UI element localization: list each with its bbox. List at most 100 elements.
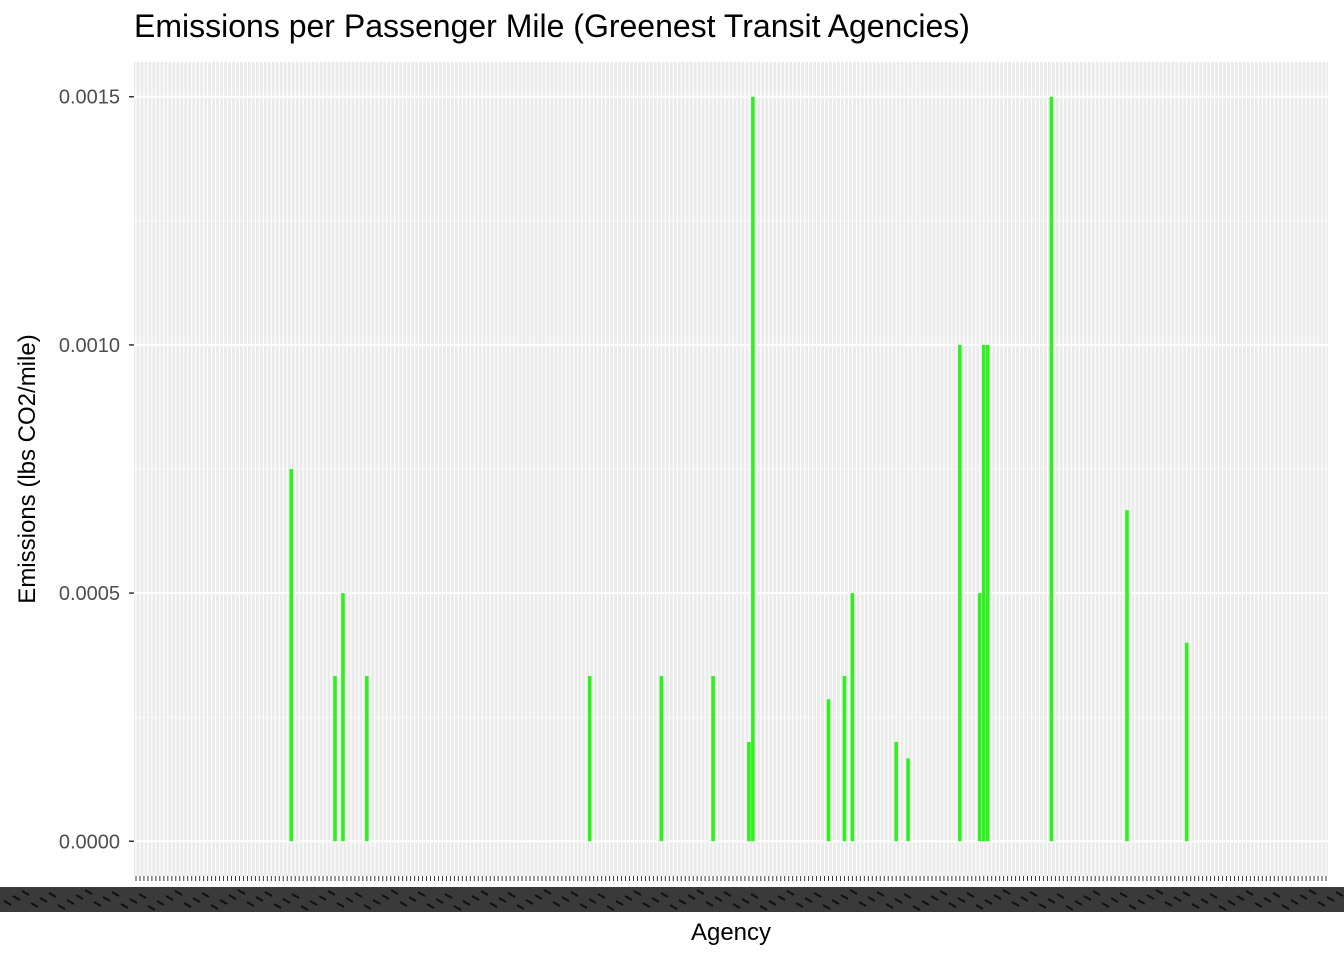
x-tick-label-stroke [804, 897, 813, 903]
x-tick-label-stroke [372, 899, 381, 905]
x-tick-label-stroke [975, 904, 984, 910]
x-tick-label-stroke [1191, 903, 1200, 909]
x-tick-label-stroke [813, 892, 822, 898]
x-tick-label-stroke [1164, 901, 1173, 907]
x-tick-label-stroke [534, 894, 543, 900]
x-tick-label-stroke [867, 896, 876, 902]
x-tick-label-stroke [93, 901, 102, 907]
x-tick-label-stroke [570, 891, 579, 897]
minor-gridlines [134, 220, 1328, 718]
x-tick-label-stroke [1254, 902, 1263, 908]
x-tick-label-stroke [228, 894, 237, 900]
x-tick-label-stroke [84, 889, 93, 895]
x-tick-label-stroke [1011, 901, 1020, 907]
x-tick-label-stroke [156, 900, 165, 906]
y-axis-title: Emissions (lbs CO2/mile) [14, 334, 41, 603]
x-tick-label-stroke [174, 890, 183, 896]
x-tick-label-stroke [390, 889, 399, 895]
x-tick-label-stroke [318, 895, 327, 901]
x-tick-label-stroke [57, 904, 66, 910]
x-tick-label-stroke [327, 890, 336, 896]
x-tick-label-stroke [264, 891, 273, 897]
bar [659, 675, 664, 842]
x-tick-label-stroke [1110, 897, 1119, 903]
x-tick-label-stroke [1065, 905, 1074, 911]
x-tick-label-stroke [705, 901, 714, 907]
x-tick-label-stroke [921, 900, 930, 906]
x-tick-label-stroke [1056, 893, 1065, 899]
x-tick-label-stroke [273, 903, 282, 909]
x-tick-label-stroke [111, 891, 120, 897]
chart-title: Emissions per Passenger Mile (Greenest T… [134, 8, 970, 44]
x-tick-label-stroke [381, 894, 390, 900]
x-tick-label-stroke [1326, 896, 1335, 902]
x-tick-label-stroke [1317, 901, 1326, 907]
x-tick-label-stroke [489, 902, 498, 908]
x-tick-label-stroke [678, 899, 687, 905]
x-tick-label-stroke [507, 892, 516, 898]
x-tick-label-stroke [840, 894, 849, 900]
x-tick-label-stroke [66, 899, 75, 905]
x-tick-label-stroke [246, 901, 255, 907]
x-tick-label-stroke [30, 902, 39, 908]
x-tick-label-stroke [1335, 891, 1344, 897]
x-tick-label-stroke [336, 902, 345, 908]
bar [711, 675, 715, 842]
x-axis-title: Agency [691, 919, 771, 946]
x-tick-label-stroke [966, 892, 975, 898]
x-tick-label-stroke [75, 894, 84, 900]
x-tick-label-stroke [408, 896, 417, 902]
x-tick-label-stroke [201, 892, 210, 898]
x-tick-label-stroke [1083, 895, 1092, 901]
x-tick-label-stroke [1101, 902, 1110, 908]
x-tick-label-stroke [1272, 892, 1281, 898]
x-tick-label-stroke [1245, 890, 1254, 896]
bar [365, 675, 369, 842]
x-tick-label-stroke [669, 904, 678, 910]
x-tick-label-stroke [291, 893, 300, 899]
x-tick-label-stroke [858, 901, 867, 907]
x-tick-label-stroke [1038, 903, 1047, 909]
bar [985, 344, 990, 842]
x-tick-label-stroke [165, 895, 174, 901]
bar [906, 758, 910, 842]
x-tick-label-stroke [462, 900, 471, 906]
x-tick-label-stroke [102, 896, 111, 902]
y-tick-label: 0.0005 [59, 583, 120, 605]
x-tick-label-stroke [498, 897, 507, 903]
x-tick-label-stroke [795, 902, 804, 908]
x-tick-label-stroke [1128, 904, 1137, 910]
x-tick-label-stroke [849, 889, 858, 895]
x-tick-label-stroke [1137, 899, 1146, 905]
bars [289, 96, 1189, 842]
x-tick-label-stroke [1182, 891, 1191, 897]
x-tick-label-stroke [642, 902, 651, 908]
bar [1184, 642, 1189, 842]
x-tick-label-stroke [948, 902, 957, 908]
x-tick-label-stroke [1173, 896, 1182, 902]
x-tick-label-stroke [426, 903, 435, 909]
x-tick-label-stroke [903, 893, 912, 899]
x-tick-label-stroke [615, 900, 624, 906]
x-tick-label-stroke [1281, 904, 1290, 910]
x-tick-label-stroke [651, 897, 660, 903]
x-tick-label-stroke [606, 905, 615, 911]
y-tick-label: 0.0010 [59, 335, 120, 357]
x-tick-label-stroke [894, 898, 903, 904]
x-tick-label-stroke [147, 905, 156, 911]
x-tick-label-stroke [1209, 893, 1218, 899]
x-tick-label-stroke [930, 895, 939, 901]
x-tick-label-stroke [21, 890, 30, 896]
x-tick-label-stroke [1299, 894, 1308, 900]
x-tick-label-stroke [768, 900, 777, 906]
x-tick-label-stroke [597, 893, 606, 899]
x-tick-label-stroke [876, 891, 885, 897]
x-tick-label-stroke [1119, 892, 1128, 898]
x-tick-label-stroke [543, 889, 552, 895]
x-tick-label-stroke [759, 905, 768, 911]
x-tick-label-stroke [138, 893, 147, 899]
x-tick-label-stroke [39, 897, 48, 903]
bar [842, 675, 847, 842]
x-tick-label-stroke [210, 904, 219, 910]
